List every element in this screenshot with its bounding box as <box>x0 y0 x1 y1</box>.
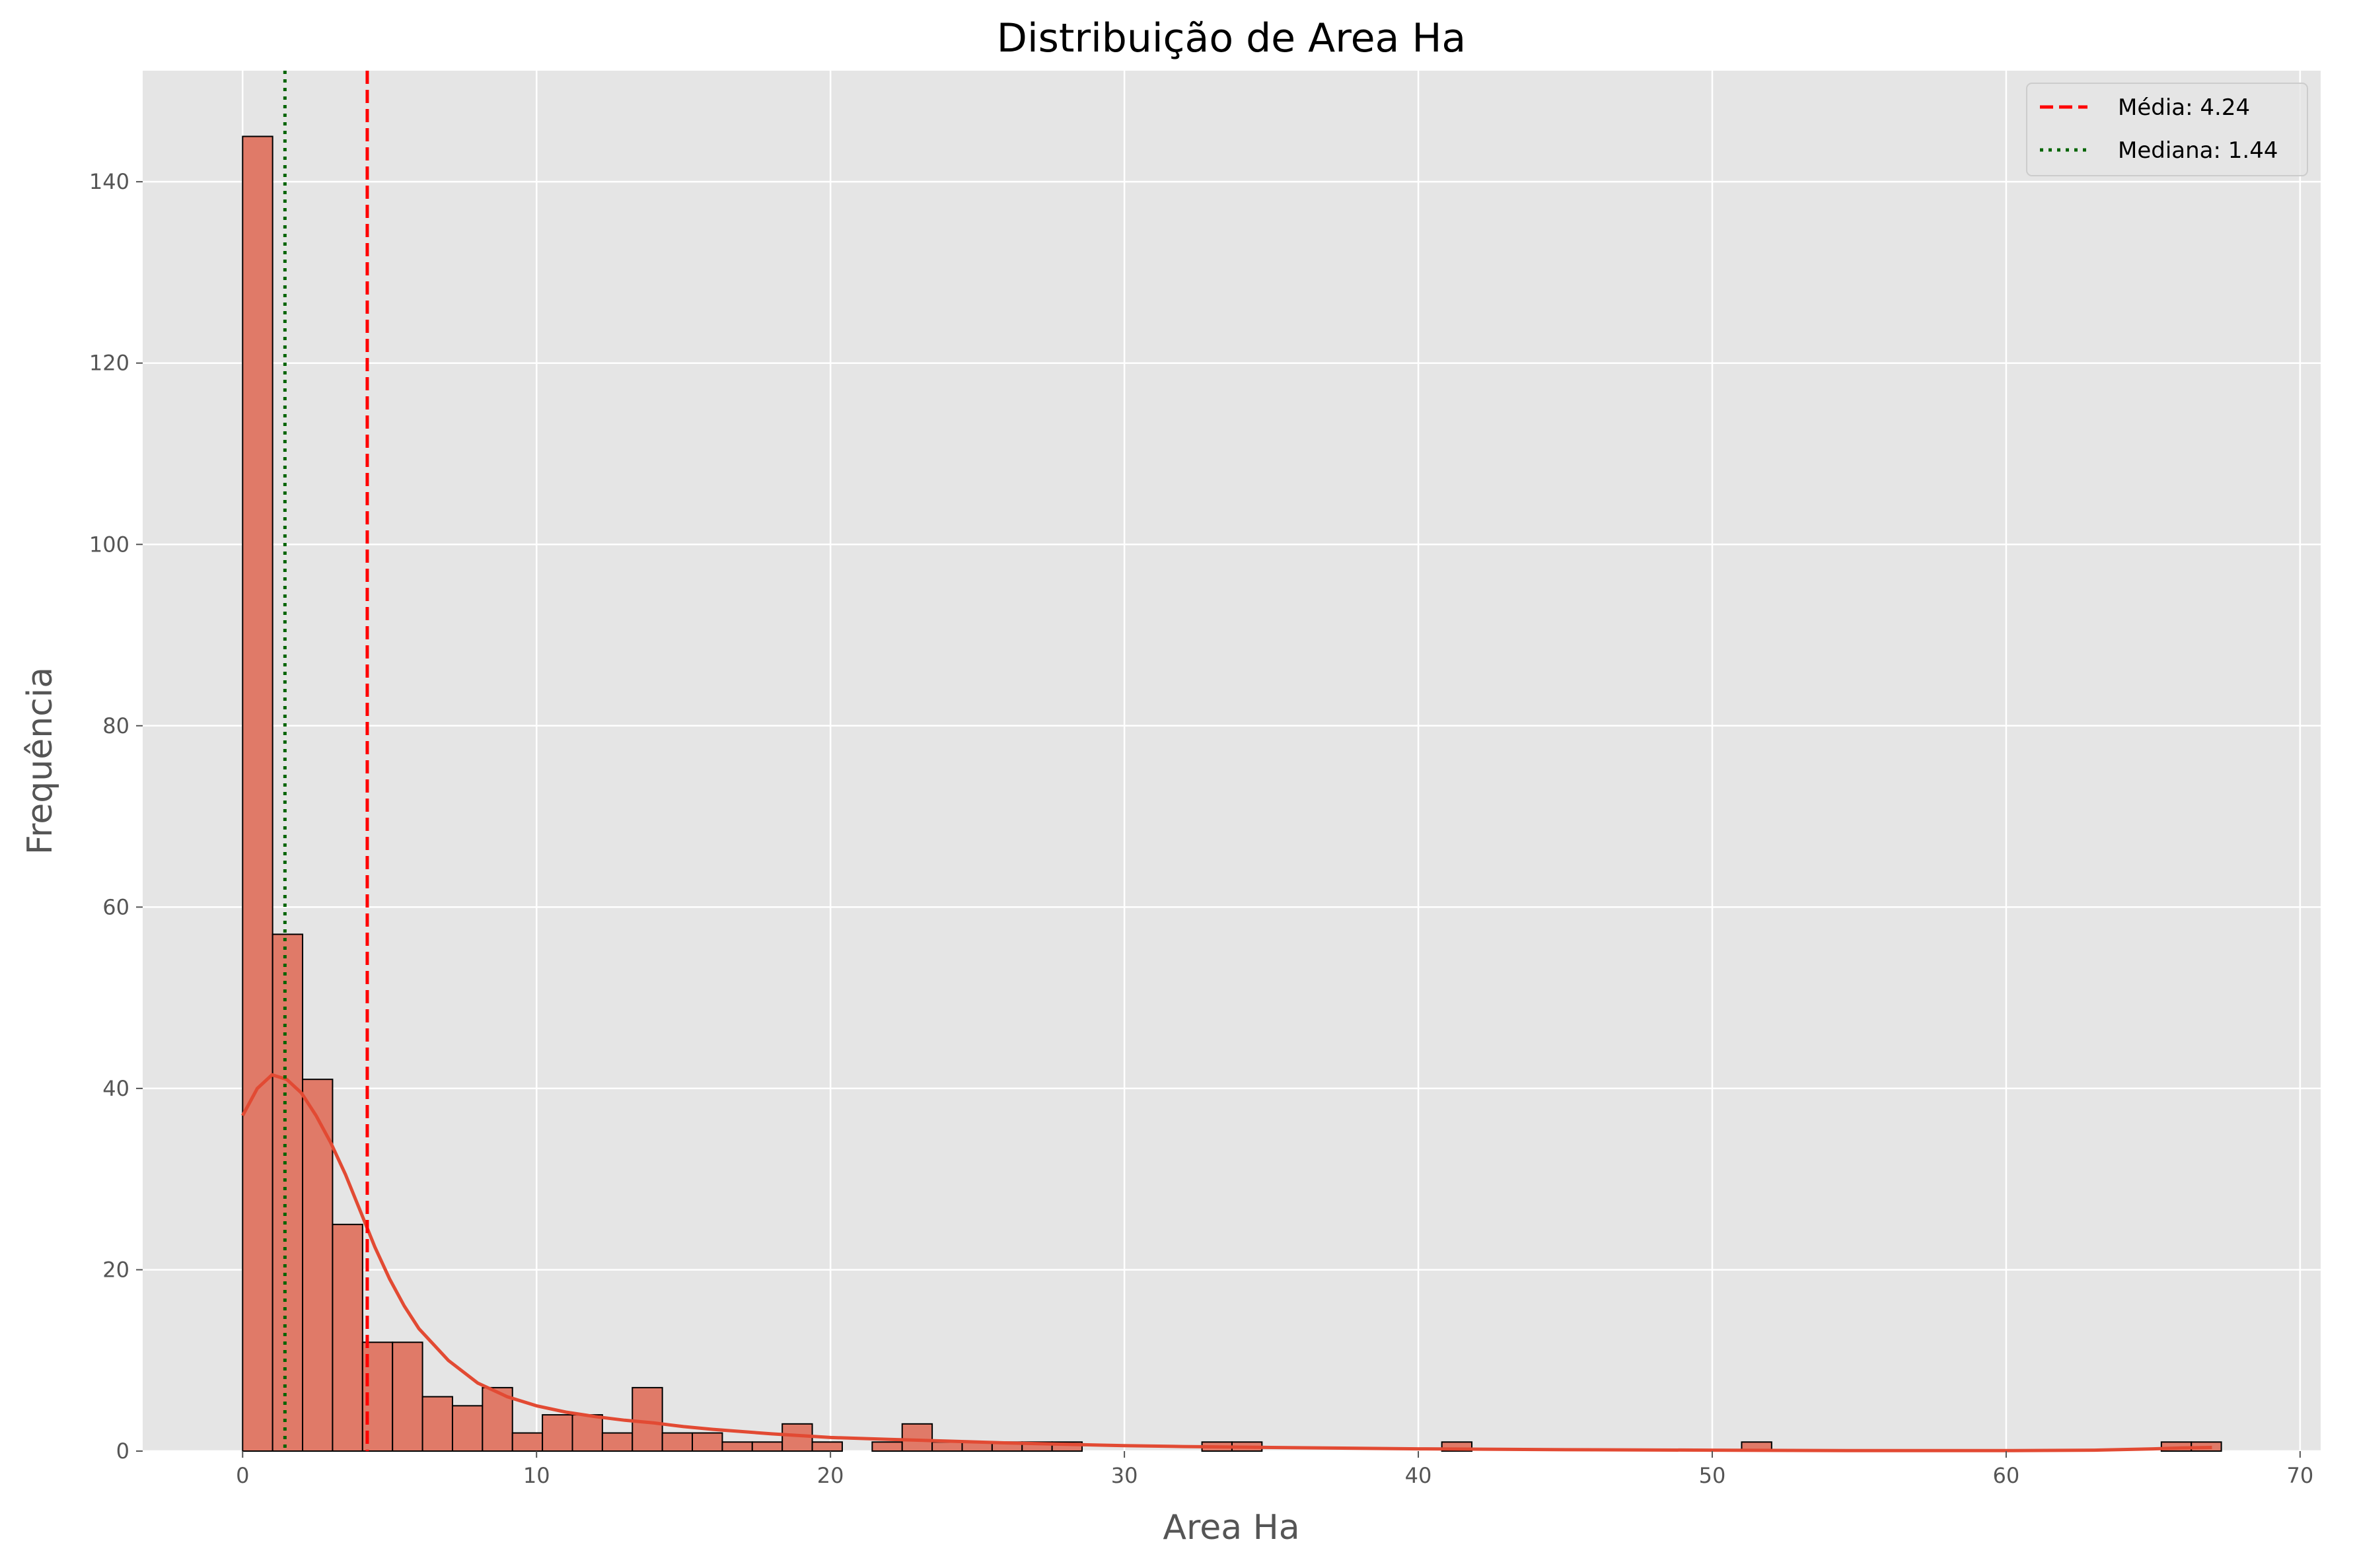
histogram-bar <box>751 1441 783 1452</box>
histogram-bar <box>302 1079 334 1452</box>
histogram-bar <box>542 1414 573 1452</box>
x-axis-label: Area Ha <box>1163 1508 1299 1548</box>
histogram-bar <box>692 1432 723 1452</box>
histogram-bar <box>661 1432 694 1452</box>
x-tick-label: 50 <box>1699 1463 1726 1488</box>
histogram-bar <box>242 135 273 1452</box>
x-tick-label: 30 <box>1111 1463 1138 1488</box>
histogram-bar <box>601 1432 634 1452</box>
histogram-bar <box>272 933 304 1452</box>
histogram-bar <box>811 1441 843 1452</box>
x-tick-label: 10 <box>523 1463 550 1488</box>
histogram-bar <box>871 1441 903 1452</box>
y-tick-label: 0 <box>116 1439 129 1464</box>
histogram-bar <box>901 1423 933 1452</box>
histogram-bar <box>632 1386 663 1452</box>
x-tick-label: 40 <box>1405 1463 1432 1488</box>
y-tick-label: 60 <box>102 894 129 919</box>
x-tick-label: 60 <box>1993 1463 2020 1488</box>
legend: Média: 4.24 Mediana: 1.44 <box>2026 83 2308 176</box>
legend-box <box>2026 83 2308 176</box>
legend-median-label: Mediana: 1.44 <box>2118 137 2278 164</box>
histogram-bar <box>511 1432 544 1452</box>
x-tick-label: 70 <box>2286 1463 2313 1488</box>
grid-lines <box>143 71 2321 1452</box>
x-tick-label: 0 <box>236 1463 249 1488</box>
y-tick-label: 20 <box>102 1257 129 1282</box>
y-tick-label: 40 <box>102 1076 129 1101</box>
y-tick-label: 140 <box>89 169 129 194</box>
plot-background <box>143 71 2321 1451</box>
legend-mean-label: Média: 4.24 <box>2118 94 2250 121</box>
histogram-bar <box>332 1223 363 1452</box>
y-tick-label: 80 <box>102 713 129 738</box>
kde-curve <box>241 1073 2212 1452</box>
histogram-bar <box>931 1441 963 1452</box>
histogram-bar <box>721 1441 753 1452</box>
y-tick-label: 120 <box>89 351 129 376</box>
x-axis-ticks: 0 10 20 30 40 50 60 70 <box>236 1451 2313 1488</box>
chart-title: Distribuição de Area Ha <box>997 15 1466 61</box>
histogram-bar <box>571 1414 603 1452</box>
histogram-bar <box>392 1341 423 1452</box>
y-axis-label: Frequência <box>20 667 60 855</box>
histogram-bar <box>421 1396 453 1452</box>
y-tick-label: 100 <box>89 532 129 557</box>
x-tick-label: 20 <box>817 1463 844 1488</box>
y-axis-ticks: 0 20 40 60 80 100 120 140 <box>89 169 143 1464</box>
histogram-bar <box>451 1405 484 1452</box>
